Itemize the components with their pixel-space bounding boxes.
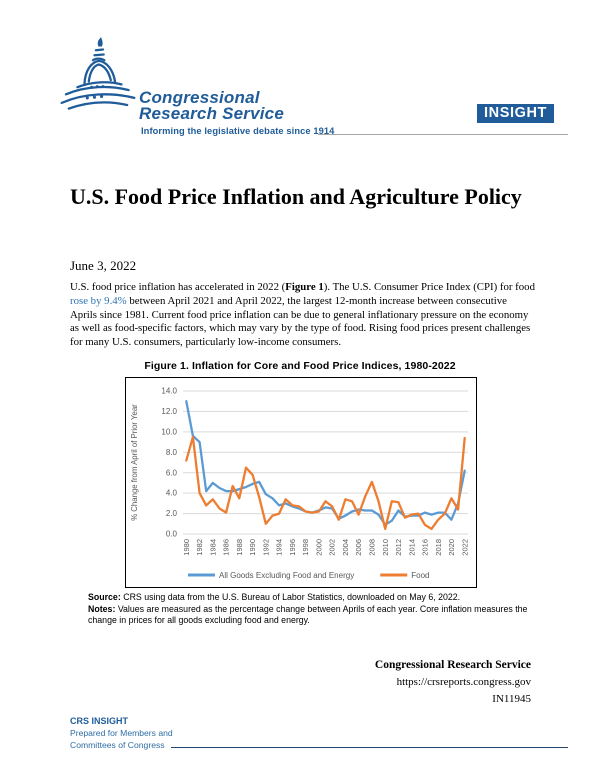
svg-text:Food: Food bbox=[411, 571, 429, 580]
svg-text:% Change from April of Prior Y: % Change from April of Prior Year bbox=[130, 404, 139, 521]
figure-notes: Notes: Values are measured as the percen… bbox=[88, 604, 534, 626]
svg-text:1988: 1988 bbox=[235, 539, 244, 556]
crs-insight-label: CRS INSIGHT bbox=[70, 716, 129, 726]
svg-text:1998: 1998 bbox=[301, 539, 310, 556]
brand-name-line1: Congressional bbox=[139, 88, 260, 107]
insight-badge: INSIGHT bbox=[477, 104, 555, 123]
svg-text:2006: 2006 bbox=[354, 539, 363, 556]
svg-text:12.0: 12.0 bbox=[161, 407, 177, 416]
header-divider bbox=[318, 134, 568, 135]
bottom-divider bbox=[170, 747, 568, 748]
source-text: CRS using data from the U.S. Bureau of L… bbox=[120, 592, 461, 602]
svg-text:1994: 1994 bbox=[275, 539, 284, 556]
footer-url-link[interactable]: https://crsreports.congress.gov bbox=[396, 676, 531, 688]
svg-text:1980: 1980 bbox=[182, 539, 191, 556]
brand-wordmark: Congressional Research Service bbox=[139, 88, 284, 123]
page-title: U.S. Food Price Inflation and Agricultur… bbox=[70, 184, 522, 209]
svg-text:All Goods Excluding Food and E: All Goods Excluding Food and Energy bbox=[219, 571, 354, 580]
figure-caption: Source: CRS using data from the U.S. Bur… bbox=[88, 592, 534, 628]
svg-text:10.0: 10.0 bbox=[161, 427, 177, 436]
source-label: Source: bbox=[88, 592, 121, 602]
svg-text:2010: 2010 bbox=[381, 539, 390, 556]
body-text-seg1: U.S. food price inflation has accelerate… bbox=[70, 281, 286, 293]
svg-text:1986: 1986 bbox=[222, 539, 231, 556]
svg-text:0.0: 0.0 bbox=[166, 530, 178, 539]
figure-chart-svg: 0.0 2.0 4.0 6.0 8.0 10.0 12.0 14.0 1980 1982 1984 1… bbox=[130, 387, 469, 580]
svg-text:2018: 2018 bbox=[434, 539, 443, 556]
svg-text:2008: 2008 bbox=[368, 539, 377, 556]
svg-text:1984: 1984 bbox=[208, 539, 217, 556]
colophon-line2: Committees of Congress bbox=[70, 740, 165, 750]
svg-text:2016: 2016 bbox=[421, 539, 430, 556]
bottom-colophon: CRS INSIGHT Prepared for Members and Com… bbox=[70, 715, 568, 751]
svg-text:2004: 2004 bbox=[341, 539, 350, 556]
svg-text:2022: 2022 bbox=[460, 539, 469, 556]
svg-text:6.0: 6.0 bbox=[166, 468, 178, 477]
colophon-line1: Prepared for Members and bbox=[70, 728, 173, 738]
svg-text:1996: 1996 bbox=[288, 539, 297, 556]
capitol-dome-logo-icon bbox=[56, 36, 140, 115]
svg-text:1992: 1992 bbox=[261, 539, 270, 556]
body-text-seg2: ). The U.S. Consumer Price Index (CPI) f… bbox=[323, 281, 535, 293]
colophon-line2-row: Committees of Congress bbox=[70, 739, 568, 751]
brand-name-line2: Research Service bbox=[139, 104, 284, 123]
footer-org-name: Congressional Research Service bbox=[374, 659, 531, 671]
svg-text:14.0: 14.0 bbox=[161, 387, 177, 396]
figure-source: Source: CRS using data from the U.S. Bur… bbox=[88, 592, 534, 603]
svg-text:2012: 2012 bbox=[394, 539, 403, 556]
notes-text: Values are measured as the percentage ch… bbox=[88, 604, 528, 626]
svg-text:1982: 1982 bbox=[195, 539, 204, 556]
svg-text:2.0: 2.0 bbox=[166, 509, 178, 518]
body-paragraph: U.S. food price inflation has accelerate… bbox=[70, 281, 536, 350]
svg-text:2000: 2000 bbox=[315, 539, 324, 556]
svg-text:2002: 2002 bbox=[328, 539, 337, 556]
svg-text:1990: 1990 bbox=[248, 539, 257, 556]
doc-date: June 3, 2022 bbox=[70, 258, 137, 273]
footer: Congressional Research Service https://c… bbox=[375, 657, 531, 708]
brand-tagline: Informing the legislative debate since 1… bbox=[141, 126, 335, 136]
notes-label: Notes: bbox=[88, 604, 116, 615]
figure-chart: 0.0 2.0 4.0 6.0 8.0 10.0 12.0 14.0 1980 1982 1984 1… bbox=[125, 377, 477, 588]
rose-by-9-4-percent-link[interactable]: rose by 9.4% bbox=[70, 294, 127, 307]
svg-text:2014: 2014 bbox=[407, 539, 416, 556]
figure-title: Figure 1. Inflation for Core and Food Pr… bbox=[144, 360, 456, 372]
figure-reference: Figure 1 bbox=[285, 281, 324, 293]
body-text-seg3: between April 2021 and April 2022, the l… bbox=[70, 294, 531, 349]
svg-text:8.0: 8.0 bbox=[166, 448, 178, 457]
svg-text:2020: 2020 bbox=[447, 539, 456, 556]
footer-doc-number: IN11945 bbox=[492, 693, 531, 705]
svg-text:4.0: 4.0 bbox=[166, 489, 178, 498]
